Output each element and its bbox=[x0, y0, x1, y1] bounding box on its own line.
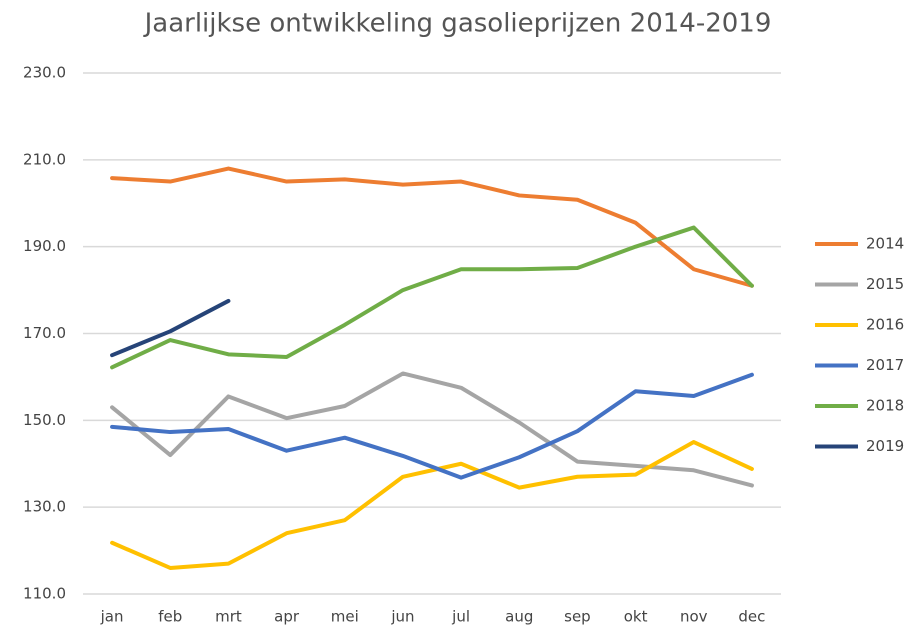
legend-label: 2016 bbox=[866, 316, 904, 334]
series-line bbox=[110, 440, 754, 570]
y-tick-label: 170.0 bbox=[23, 324, 66, 342]
x-tick-label: apr bbox=[274, 608, 300, 626]
series-line bbox=[110, 225, 754, 370]
x-tick-label: dec bbox=[738, 608, 765, 626]
y-tick-label: 150.0 bbox=[23, 411, 66, 429]
x-tick-label: sep bbox=[564, 608, 591, 626]
y-tick-label: 230.0 bbox=[23, 64, 66, 82]
y-tick-label: 110.0 bbox=[23, 585, 66, 603]
series-line bbox=[110, 298, 231, 358]
y-tick-label: 210.0 bbox=[23, 150, 66, 168]
x-tick-label: jan bbox=[100, 608, 124, 626]
x-tick-label: feb bbox=[158, 608, 182, 626]
legend-label: 2019 bbox=[866, 437, 904, 455]
x-tick-label: nov bbox=[680, 608, 708, 626]
x-tick-label: aug bbox=[505, 608, 533, 626]
y-tick-label: 130.0 bbox=[23, 498, 66, 516]
legend-label: 2018 bbox=[866, 397, 904, 415]
x-tick-label: mei bbox=[331, 608, 359, 626]
series-line bbox=[110, 371, 754, 488]
x-tick-label: mrt bbox=[215, 608, 242, 626]
x-tick-label: okt bbox=[624, 608, 648, 626]
legend-label: 2014 bbox=[866, 235, 904, 253]
series-line bbox=[110, 166, 754, 288]
chart-title: Jaarlijkse ontwikkeling gasolieprijzen 2… bbox=[143, 9, 772, 39]
series-line bbox=[110, 372, 754, 480]
y-tick-label: 190.0 bbox=[23, 237, 66, 255]
x-tick-label: jun bbox=[390, 608, 414, 626]
legend-label: 2015 bbox=[866, 275, 904, 293]
legend-label: 2017 bbox=[866, 356, 904, 374]
x-tick-label: jul bbox=[451, 608, 470, 626]
